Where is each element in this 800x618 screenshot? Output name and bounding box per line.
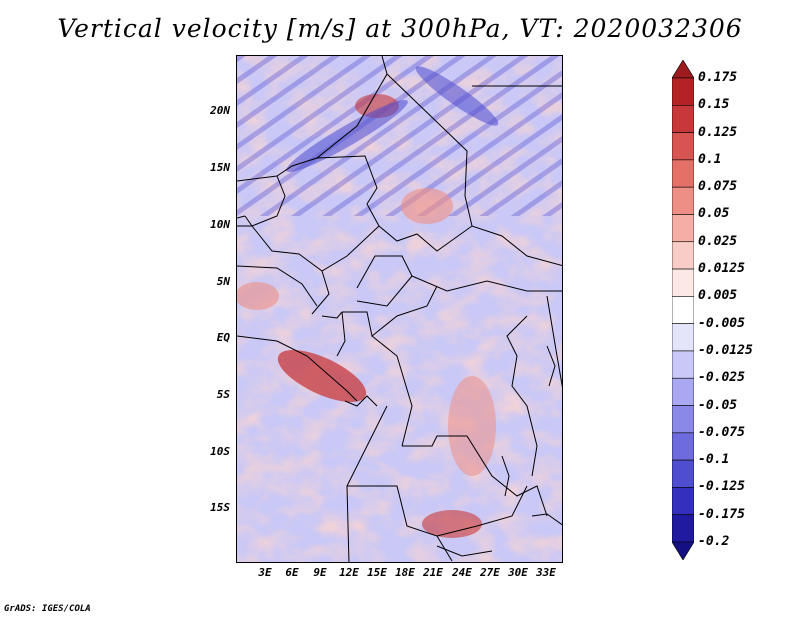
lon-label: 12E bbox=[339, 566, 359, 579]
lat-label: 10S bbox=[210, 445, 230, 458]
field-red-blob-south bbox=[422, 510, 482, 538]
colorbar-swatch bbox=[672, 159, 694, 188]
colorbar bbox=[672, 60, 694, 560]
lat-label: 5N bbox=[216, 275, 230, 288]
colorbar-label: -0.075 bbox=[698, 424, 745, 440]
lon-label: 21E bbox=[423, 566, 443, 579]
lon-label: 3E bbox=[258, 566, 272, 579]
colorbar-swatch bbox=[672, 104, 694, 133]
colorbar-swatches bbox=[672, 60, 694, 560]
colorbar-label: 0.025 bbox=[698, 233, 738, 249]
colorbar-label: 0.0125 bbox=[698, 261, 745, 277]
lon-label: 6E bbox=[285, 566, 299, 579]
colorbar-label: 0.05 bbox=[698, 206, 730, 222]
lon-label: 27E bbox=[480, 566, 500, 579]
colorbar-swatch bbox=[672, 214, 694, 243]
lat-label: 20N bbox=[210, 104, 230, 117]
colorbar-swatch bbox=[672, 405, 694, 434]
lon-label: 30E bbox=[508, 566, 528, 579]
colorbar-swatch bbox=[672, 296, 694, 324]
lat-label: EQ bbox=[216, 331, 230, 344]
colorbar-swatch bbox=[672, 514, 694, 543]
colorbar-label: 0.15 bbox=[698, 97, 730, 113]
colorbar-label: -0.05 bbox=[698, 397, 738, 413]
velocity-field bbox=[237, 56, 562, 562]
lat-label: 5S bbox=[216, 388, 230, 401]
chart-title: Vertical velocity [m/s] at 300hPa, VT: 2… bbox=[57, 14, 743, 43]
colorbar-label: 0.125 bbox=[698, 124, 738, 140]
lon-label: 33E bbox=[536, 566, 556, 579]
colorbar-label: -0.125 bbox=[698, 479, 745, 495]
field-red-blob-west bbox=[237, 282, 279, 310]
field-blue-band-ne bbox=[415, 66, 499, 126]
colorbar-swatch bbox=[672, 77, 694, 106]
colorbar-label: 0.005 bbox=[698, 288, 738, 304]
colorbar-label: -0.0125 bbox=[698, 342, 753, 358]
field-blue-band-north bbox=[286, 99, 408, 173]
colorbar-label: 0.075 bbox=[698, 179, 738, 195]
map-panel bbox=[236, 55, 563, 563]
colorbar-swatch bbox=[672, 487, 694, 516]
lon-label: 18E bbox=[395, 566, 415, 579]
lat-label: 15N bbox=[210, 161, 230, 174]
lat-label: 15S bbox=[210, 501, 230, 514]
colorbar-label: -0.025 bbox=[698, 370, 745, 386]
colorbar-label: -0.2 bbox=[698, 534, 730, 549]
colorbar-bottom-triangle bbox=[672, 541, 694, 560]
colorbar-swatch bbox=[672, 377, 694, 406]
footer-credit: GrADS: IGES/COLA bbox=[4, 604, 91, 614]
colorbar-swatch bbox=[672, 268, 694, 297]
lon-label: 15E bbox=[367, 566, 387, 579]
colorbar-label: -0.005 bbox=[698, 315, 745, 331]
colorbar-swatch bbox=[672, 186, 694, 215]
lon-label: 24E bbox=[452, 566, 472, 579]
lon-label: 9E bbox=[313, 566, 327, 579]
country-borders bbox=[237, 56, 562, 562]
colorbar-swatch bbox=[672, 432, 694, 461]
colorbar-swatch bbox=[672, 323, 694, 352]
colorbar-swatch bbox=[672, 132, 694, 161]
colorbar-label: -0.1 bbox=[698, 452, 730, 468]
field-streaks bbox=[237, 56, 562, 216]
lat-label: 10N bbox=[210, 218, 230, 231]
colorbar-label: -0.175 bbox=[698, 506, 745, 522]
colorbar-swatch bbox=[672, 459, 694, 488]
colorbar-label: 0.1 bbox=[698, 151, 722, 167]
colorbar-swatch bbox=[672, 241, 694, 270]
field-red-blob-center bbox=[401, 188, 453, 224]
colorbar-swatch bbox=[672, 350, 694, 379]
colorbar-top-triangle bbox=[672, 60, 694, 79]
field-red-blob-east bbox=[448, 376, 496, 476]
colorbar-label: 0.175 bbox=[698, 70, 738, 85]
